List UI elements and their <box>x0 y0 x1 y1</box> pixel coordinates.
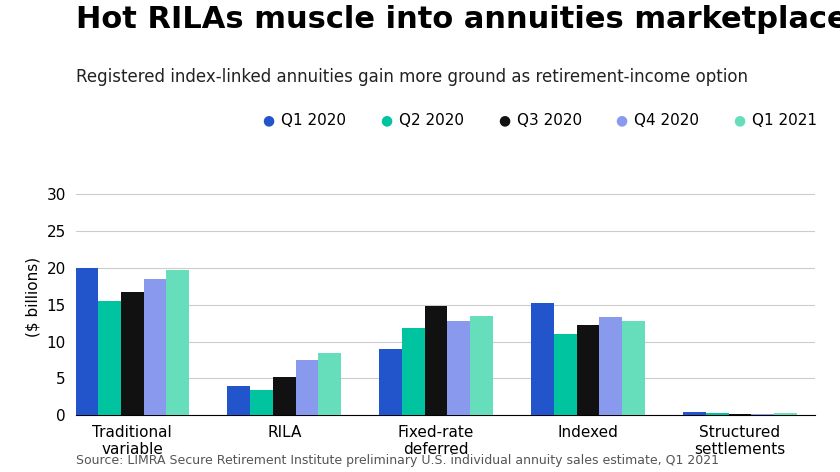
Bar <box>76 268 98 415</box>
Bar <box>121 292 144 415</box>
Bar <box>166 270 189 415</box>
Text: Q4 2020: Q4 2020 <box>634 113 699 128</box>
Bar <box>706 413 728 415</box>
Bar <box>318 353 341 415</box>
Text: ●: ● <box>263 113 275 127</box>
Bar <box>144 279 166 415</box>
Y-axis label: ($ billions): ($ billions) <box>26 257 41 337</box>
Text: ●: ● <box>381 113 392 127</box>
Text: ●: ● <box>616 113 627 127</box>
Bar <box>751 414 774 415</box>
Text: Q1 2020: Q1 2020 <box>281 113 346 128</box>
Bar <box>728 414 751 415</box>
Bar <box>683 412 706 415</box>
Bar <box>554 334 577 415</box>
Bar <box>250 389 273 415</box>
Text: ●: ● <box>498 113 510 127</box>
Bar <box>228 386 250 415</box>
Text: Q3 2020: Q3 2020 <box>517 113 582 128</box>
Text: Registered index-linked annuities gain more ground as retirement-income option: Registered index-linked annuities gain m… <box>76 68 748 86</box>
Bar <box>273 377 296 415</box>
Bar <box>98 301 121 415</box>
Text: Q2 2020: Q2 2020 <box>399 113 464 128</box>
Bar <box>425 306 448 415</box>
Text: Source: LIMRA Secure Retirement Institute preliminary U.S. individual annuity sa: Source: LIMRA Secure Retirement Institut… <box>76 454 718 467</box>
Bar <box>470 316 493 415</box>
Bar <box>531 303 554 415</box>
Bar <box>296 360 318 415</box>
Bar <box>577 325 600 415</box>
Bar <box>402 329 425 415</box>
Text: ●: ● <box>733 113 745 127</box>
Bar <box>600 317 622 415</box>
Text: Q1 2021: Q1 2021 <box>752 113 816 128</box>
Bar <box>380 349 402 415</box>
Bar <box>774 413 796 415</box>
Text: Hot RILAs muscle into annuities marketplace: Hot RILAs muscle into annuities marketpl… <box>76 5 840 34</box>
Bar <box>622 321 645 415</box>
Bar <box>448 321 470 415</box>
